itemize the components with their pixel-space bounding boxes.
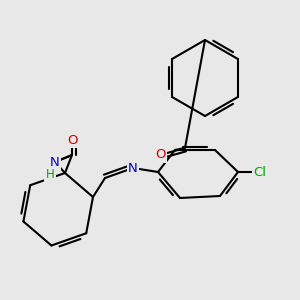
Text: N: N [128, 161, 138, 175]
Text: Cl: Cl [254, 166, 266, 178]
Text: O: O [155, 148, 165, 161]
Text: N: N [50, 155, 60, 169]
Text: O: O [67, 134, 77, 146]
Text: H: H [46, 169, 54, 182]
